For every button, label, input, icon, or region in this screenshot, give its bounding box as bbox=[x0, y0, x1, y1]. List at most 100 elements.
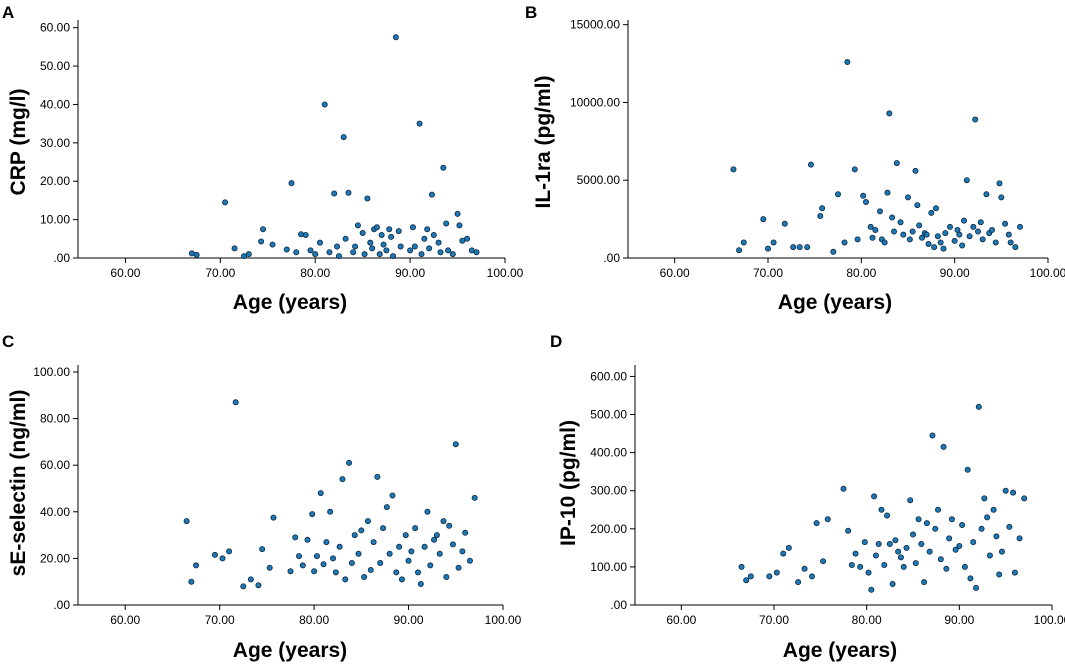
panel-b-data-point bbox=[781, 220, 788, 227]
panel-d-x-tick-label: 60.00 bbox=[666, 613, 696, 627]
panel-c-data-point bbox=[309, 511, 316, 518]
panel-a-x-tick-label: 60.00 bbox=[110, 266, 140, 280]
panel-a-y-tick-label: .00 bbox=[53, 251, 70, 265]
panel-d-data-point bbox=[813, 520, 820, 527]
panel-a-data-point bbox=[258, 238, 265, 245]
panel-c-data-point bbox=[339, 476, 346, 483]
panel-b-data-point bbox=[835, 191, 842, 198]
panel-a-data-point bbox=[445, 247, 452, 254]
panel-b-data-point bbox=[819, 205, 826, 212]
panel-b-letter: B bbox=[525, 3, 537, 22]
panel-a-data-point bbox=[454, 210, 461, 217]
panel-c-data-point bbox=[408, 548, 415, 555]
panel-b-x-tick-label: 100.00 bbox=[1030, 266, 1065, 280]
panel-b-y-tick-label: 15000.00 bbox=[570, 18, 620, 32]
panel-d-y-axis-title: IP-10 (pg/ml) bbox=[557, 420, 580, 546]
panel-d-data-point bbox=[918, 541, 925, 548]
panel-d-data-point bbox=[738, 563, 745, 570]
panel-a-data-point bbox=[456, 222, 463, 229]
panel-b-data-point bbox=[884, 189, 891, 196]
panel-b-x-tick-label: 60.00 bbox=[660, 266, 690, 280]
panel-a-data-point bbox=[435, 239, 442, 246]
panel-d-data-point bbox=[808, 573, 815, 580]
panel-c-data-point bbox=[431, 536, 438, 543]
panel-d-y-tick-label: 600.00 bbox=[590, 369, 627, 383]
panel-d-data-point bbox=[878, 506, 885, 513]
panel-d-data-point bbox=[973, 584, 980, 591]
panel-a-data-point bbox=[359, 230, 366, 237]
panel-d-data-point bbox=[935, 506, 942, 513]
panel-d-plot-area: .00 100.00 200.00 300.00 400.00 500.00 600.00 6… bbox=[590, 365, 1065, 627]
panel-a-data-point bbox=[428, 191, 435, 198]
panel-b-data-point bbox=[851, 166, 858, 173]
panel-c-data-point bbox=[342, 576, 349, 583]
panel-c-data-point bbox=[270, 514, 277, 521]
panel-d-data-point bbox=[801, 565, 808, 572]
panel-d-data-point bbox=[900, 563, 907, 570]
panel-b-data-point bbox=[972, 116, 979, 123]
panel-d-data-point bbox=[932, 525, 939, 532]
panel-b-data-point bbox=[1012, 244, 1019, 251]
panel-d-data-point bbox=[886, 541, 893, 548]
panel-c-data-point bbox=[259, 546, 266, 553]
panel-c-data-point bbox=[412, 525, 419, 532]
panel-b-x-tick-label: 90.00 bbox=[940, 266, 970, 280]
panel-a-plot-area: .00 10.00 20.00 30.00 40.00 50.00 60.00 60.00 70… bbox=[40, 20, 524, 280]
panel-d-y-tick-label: 500.00 bbox=[590, 408, 627, 422]
panel-b-data-point bbox=[998, 194, 1005, 201]
panel-c-data-point bbox=[211, 551, 218, 558]
panel-d-data-point bbox=[956, 542, 963, 549]
panel-a-data-point bbox=[288, 180, 295, 187]
panel-c-data-point bbox=[266, 564, 273, 571]
panel-d-data-point bbox=[895, 548, 902, 555]
panel-b-data-point bbox=[975, 228, 982, 235]
panel-b-data-point bbox=[951, 237, 958, 244]
panel-a-data-point bbox=[421, 235, 428, 242]
panel-a-data-point bbox=[231, 245, 238, 252]
panel-a-data-point bbox=[350, 249, 357, 256]
panel-d-data-point bbox=[967, 575, 974, 582]
panel-c-data-point bbox=[320, 561, 327, 568]
panel-b-data-point bbox=[900, 231, 907, 238]
panel-c-data-point bbox=[255, 582, 262, 589]
panel-b-data-point bbox=[906, 236, 913, 243]
panel-b-y-axis-title: IL-1ra (pg/ml) bbox=[532, 75, 555, 208]
panel-c-data-point bbox=[295, 553, 302, 560]
panel-c-data-point bbox=[219, 555, 226, 562]
panel-a-data-point bbox=[390, 253, 397, 260]
panel-b-data-point bbox=[889, 214, 896, 221]
panel-c-data-point bbox=[311, 568, 318, 575]
panel-c-data-point bbox=[183, 518, 190, 525]
panel-d-y-tick-label: 200.00 bbox=[590, 522, 627, 536]
panel-b-data-point bbox=[897, 219, 904, 226]
panel-b-data-point bbox=[977, 219, 984, 226]
panel-b-y-tick-label: .00 bbox=[603, 251, 620, 265]
panel-d-data-point bbox=[970, 539, 977, 546]
panel-d-data-point bbox=[820, 558, 827, 565]
panel-a-data-point bbox=[376, 251, 383, 258]
panel-b-x-tick-label: 80.00 bbox=[846, 266, 876, 280]
panel-a-data-point bbox=[245, 251, 252, 258]
panel-c-data-point bbox=[317, 490, 324, 497]
panel-b-data-point bbox=[877, 208, 884, 215]
panel-b-data-point bbox=[956, 231, 963, 238]
panel-c-y-tick-label: .00 bbox=[53, 598, 70, 612]
panel-b-data-point bbox=[804, 244, 811, 251]
panel-c-x-tick-label: 90.00 bbox=[394, 613, 424, 627]
panel-b-data-point bbox=[765, 245, 772, 252]
panel-d-data-point bbox=[881, 562, 888, 569]
panel-a-data-point bbox=[354, 222, 361, 229]
panel-d-data-point bbox=[852, 550, 859, 557]
panel-d-data-point bbox=[923, 520, 930, 527]
panel-a-data-point bbox=[418, 251, 425, 258]
panel-d-data-point bbox=[868, 586, 875, 593]
panel-c-data-point bbox=[389, 492, 396, 499]
panel-b-data-point bbox=[942, 230, 949, 237]
panel-b-data-point bbox=[970, 223, 977, 230]
panel-c-data-point bbox=[466, 557, 473, 564]
panel-d-data-point bbox=[978, 525, 985, 532]
panel-c-data-point bbox=[459, 548, 466, 555]
panel-b-data-point bbox=[736, 247, 743, 254]
panel-a-data-point bbox=[331, 190, 338, 197]
panel-a-data-point bbox=[409, 224, 416, 231]
